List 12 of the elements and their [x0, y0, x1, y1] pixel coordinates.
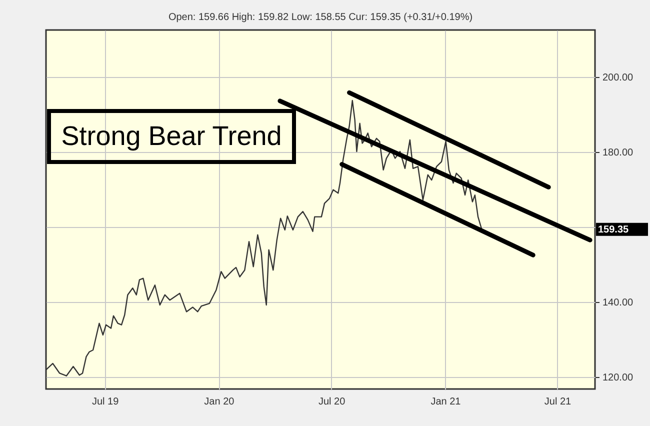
annotation: Strong Bear Trend	[61, 121, 282, 151]
y-tick-label: 120.00	[602, 372, 634, 384]
x-tick-label: Jul 21	[544, 396, 572, 408]
y-tick-label: 140.00	[602, 297, 634, 308]
y-tick-label: 200.00	[602, 72, 634, 84]
x-tick-label: Jan 20	[204, 396, 235, 408]
x-tick-label: Jul 20	[318, 396, 346, 408]
chart-subtitle: Open: 159.66 High: 159.82 Low: 158.55 Cur: 159.35 (+0.31/+0.19%)	[168, 12, 473, 23]
x-tick-label: Jul 19	[92, 396, 120, 408]
text: 159.35	[598, 224, 630, 236]
x-tick-label: Jan 21	[430, 396, 462, 408]
y-tick-label: 180.00	[602, 147, 634, 158]
